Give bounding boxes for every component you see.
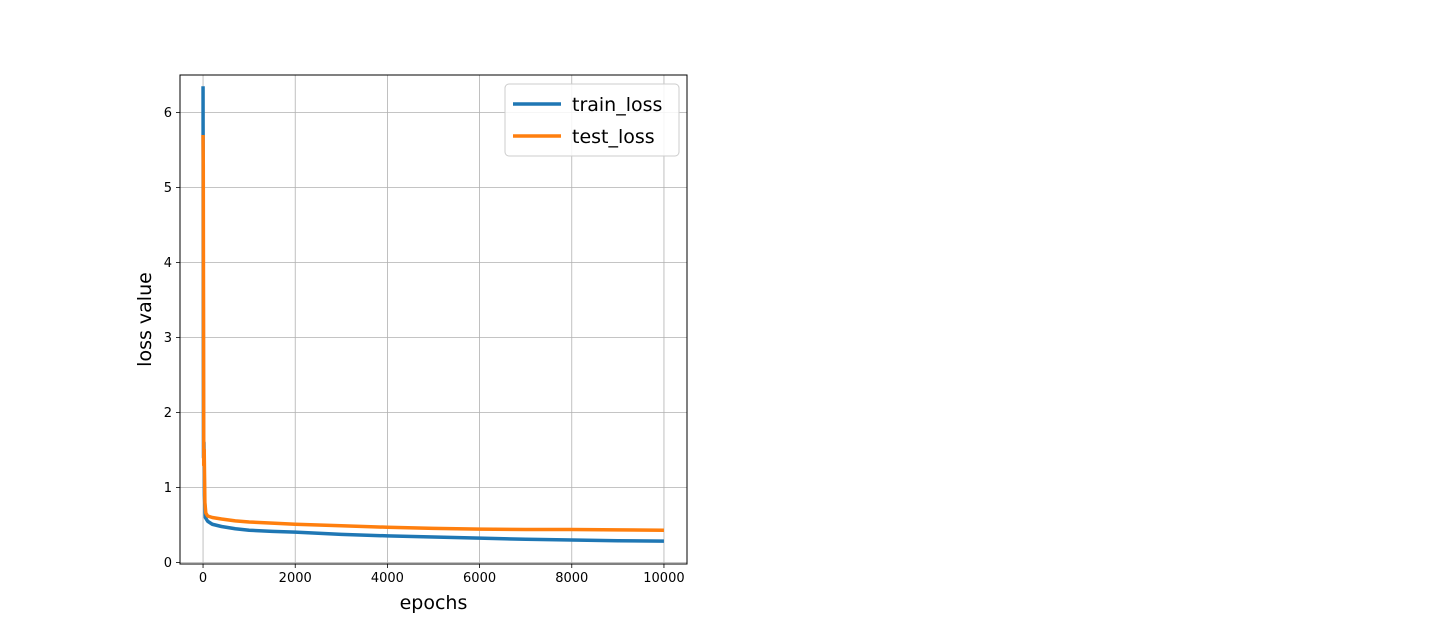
y-tick-label: 6: [164, 106, 172, 121]
legend-label: test_loss: [572, 126, 655, 148]
axis-ticks: 0 2000 4000 6000 8000 10000 0 1 2 3 4 5 6: [164, 106, 685, 586]
x-tick-label: 10000: [643, 571, 684, 586]
y-axis-label: loss value: [134, 272, 156, 367]
y-tick-label: 2: [164, 406, 172, 421]
y-tick-label: 0: [164, 556, 172, 571]
legend-label: train_loss: [572, 94, 662, 116]
series-line-test_loss: [201, 134, 664, 532]
x-tick-label: 4000: [371, 571, 404, 586]
x-tick-label: 6000: [463, 571, 496, 586]
y-tick-label: 5: [164, 181, 172, 196]
x-tick-label: 0: [199, 571, 207, 586]
y-tick-label: 3: [164, 331, 172, 346]
series-lines: [201, 86, 664, 543]
legend: train_loss test_loss: [504, 83, 680, 157]
y-tick-label: 4: [164, 256, 172, 271]
legend-box: [504, 83, 680, 157]
y-tick-label: 1: [164, 481, 172, 496]
x-tick-label: 8000: [555, 571, 588, 586]
axes-frame: [179, 74, 688, 565]
x-axis-label: epochs: [400, 592, 468, 614]
x-tick-label: 2000: [279, 571, 312, 586]
